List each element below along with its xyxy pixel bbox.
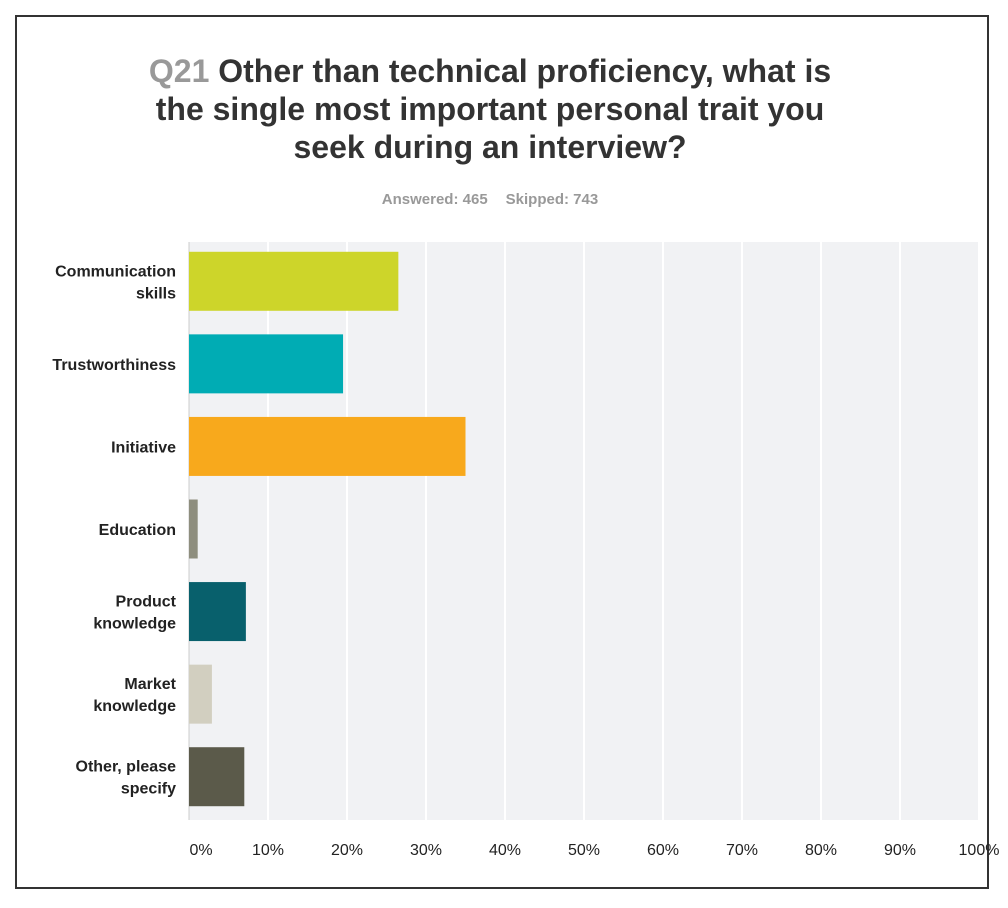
category-label: Education <box>99 522 176 539</box>
bar <box>189 582 246 642</box>
chart-title: Q21 Other than technical proficiency, wh… <box>140 52 840 166</box>
x-tick-label: 80% <box>805 842 837 859</box>
category-label: Trustworthiness <box>52 357 176 374</box>
skipped-count: Skipped: 743 <box>505 191 599 208</box>
category-label-line: specify <box>121 781 176 798</box>
question-text: Other than technical proficiency, what i… <box>155 53 832 165</box>
x-tick-label: 50% <box>568 842 600 859</box>
category-label-line: Market <box>124 676 176 693</box>
x-tick-label: 30% <box>410 842 442 859</box>
x-tick-label: 70% <box>726 842 758 859</box>
answered-count: Answered: 465 <box>381 191 488 208</box>
bar <box>189 747 245 807</box>
x-tick-label: 20% <box>331 842 363 859</box>
x-tick-label: 0% <box>189 842 212 859</box>
bar <box>189 499 198 559</box>
bar <box>189 334 344 394</box>
question-number: Q21 <box>148 53 210 89</box>
category-label: Other, please specify <box>76 759 177 798</box>
category-label-line: Communication <box>55 263 176 280</box>
bar <box>189 416 466 476</box>
x-tick-label: 60% <box>647 842 679 859</box>
category-label: Product knowledge <box>93 594 176 633</box>
category-label-line: Trustworthiness <box>52 357 176 374</box>
category-label-line: knowledge <box>93 616 176 633</box>
category-label-line: Education <box>99 522 176 539</box>
x-tick-label: 10% <box>252 842 284 859</box>
category-label: Communication skills <box>55 263 176 302</box>
category-label-line: skills <box>136 285 176 302</box>
category-label-line: Initiative <box>111 439 176 456</box>
category-label: Initiative <box>111 439 176 456</box>
category-label: Market knowledge <box>93 676 176 715</box>
x-tick-label: 90% <box>884 842 916 859</box>
bar <box>189 251 399 311</box>
category-label-line: knowledge <box>93 698 176 715</box>
category-label-line: Product <box>116 594 177 611</box>
response-stats: Answered: 465 Skipped: 743 <box>0 191 980 208</box>
bar <box>189 664 212 724</box>
x-tick-label: 100% <box>959 842 1000 859</box>
x-tick-label: 40% <box>489 842 521 859</box>
category-label-line: Other, please <box>76 759 177 776</box>
chart-frame <box>15 15 989 889</box>
